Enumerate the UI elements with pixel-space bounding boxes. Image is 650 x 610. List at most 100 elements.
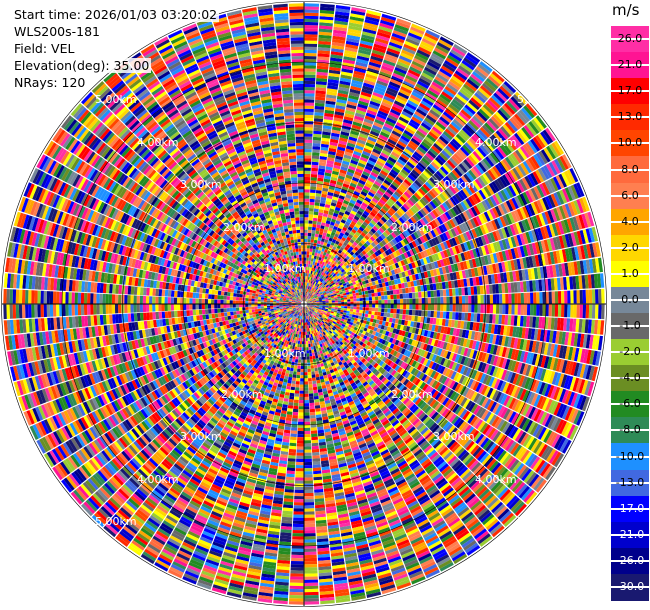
velocity-bin	[304, 248, 307, 252]
velocity-bin	[446, 304, 450, 312]
velocity-bin	[359, 294, 363, 299]
velocity-bin	[461, 304, 466, 313]
velocity-bin	[588, 289, 593, 304]
velocity-bin	[304, 46, 317, 51]
velocity-bin	[365, 13, 381, 20]
velocity-bin	[311, 167, 318, 172]
velocity-bin	[319, 206, 325, 210]
velocity-bin	[350, 82, 363, 89]
velocity-bin	[361, 124, 372, 131]
velocity-bin	[309, 251, 313, 255]
velocity-bin	[304, 238, 308, 243]
velocity-bin	[400, 299, 404, 304]
velocity-bin	[433, 290, 438, 297]
velocity-bin	[344, 306, 348, 309]
velocity-bin	[318, 247, 323, 251]
velocity-bin	[310, 177, 317, 181]
velocity-bin	[376, 34, 390, 42]
velocity-bin	[319, 153, 328, 157]
velocity-bin	[351, 79, 363, 86]
velocity-bin	[304, 183, 311, 187]
velocity-bin	[348, 165, 356, 171]
velocity-bin	[601, 304, 605, 320]
velocity-bin	[340, 131, 350, 137]
velocity-bin	[348, 136, 358, 142]
velocity-bin	[365, 16, 380, 23]
velocity-bin	[304, 118, 314, 122]
velocity-bin	[346, 296, 351, 300]
velocity-bin	[570, 290, 574, 304]
velocity-bin	[331, 45, 345, 50]
velocity-bin	[321, 190, 328, 195]
velocity-bin	[309, 204, 315, 209]
velocity-bin	[323, 210, 329, 215]
velocity-bin	[312, 268, 316, 272]
velocity-bin	[380, 19, 395, 27]
velocity-bin	[304, 254, 307, 258]
velocity-bin	[332, 167, 340, 173]
velocity-bin	[304, 34, 318, 38]
velocity-bin	[335, 203, 342, 209]
velocity-bin	[311, 158, 319, 163]
velocity-bin	[313, 124, 323, 129]
velocity-bin	[311, 277, 314, 281]
velocity-bin	[307, 235, 311, 240]
velocity-bin	[315, 230, 320, 235]
velocity-bin	[305, 285, 307, 289]
velocity-bin	[343, 310, 347, 313]
velocity-bin	[334, 111, 345, 116]
velocity-bin	[320, 6, 335, 11]
velocity-bin	[304, 288, 306, 292]
velocity-bin	[313, 208, 319, 213]
velocity-bin	[342, 157, 351, 163]
velocity-bin	[402, 309, 407, 315]
velocity-bin	[321, 140, 330, 145]
velocity-bin	[309, 198, 315, 203]
velocity-bin	[355, 144, 364, 151]
velocity-bin	[335, 152, 344, 158]
velocity-bin	[342, 59, 356, 65]
velocity-bin	[390, 294, 394, 300]
velocity-bin	[354, 64, 367, 71]
velocity-bin	[311, 252, 315, 256]
velocity-bin	[405, 309, 410, 315]
velocity-bin	[465, 304, 469, 313]
velocity-bin	[322, 125, 332, 130]
velocity-bin	[337, 146, 346, 152]
velocity-bin	[317, 62, 329, 67]
velocity-bin	[548, 304, 552, 317]
velocity-bin	[326, 94, 337, 99]
velocity-bin	[304, 298, 306, 301]
velocity-bin	[318, 209, 324, 213]
velocity-bin	[455, 288, 459, 296]
velocity-bin	[305, 291, 306, 295]
velocity-bin	[346, 104, 357, 110]
velocity-bin	[471, 295, 475, 304]
velocity-bin	[380, 291, 385, 296]
velocity-bin	[359, 307, 363, 310]
velocity-bin	[327, 214, 333, 219]
velocity-bin	[348, 25, 363, 31]
velocity-bin	[319, 231, 324, 236]
velocity-bin	[387, 299, 391, 304]
velocity-bin	[308, 273, 311, 277]
velocity-bin	[338, 86, 350, 92]
velocity-bin	[306, 291, 308, 295]
velocity-bin	[351, 314, 356, 318]
velocity-bin	[316, 186, 323, 191]
velocity-bin	[335, 105, 346, 110]
velocity-bin	[333, 117, 343, 122]
velocity-bin	[320, 225, 325, 230]
velocity-bin	[333, 164, 341, 170]
velocity-bin	[344, 50, 357, 56]
velocity-bin	[309, 254, 312, 259]
velocity-bin	[315, 84, 327, 89]
velocity-bin	[334, 114, 344, 119]
velocity-bin	[542, 304, 546, 317]
velocity-bin	[312, 139, 321, 144]
velocity-bin	[345, 40, 359, 47]
velocity-bin	[320, 149, 328, 154]
velocity-bin	[330, 135, 340, 141]
velocity-bin	[314, 115, 324, 119]
velocity-bin	[330, 202, 337, 207]
